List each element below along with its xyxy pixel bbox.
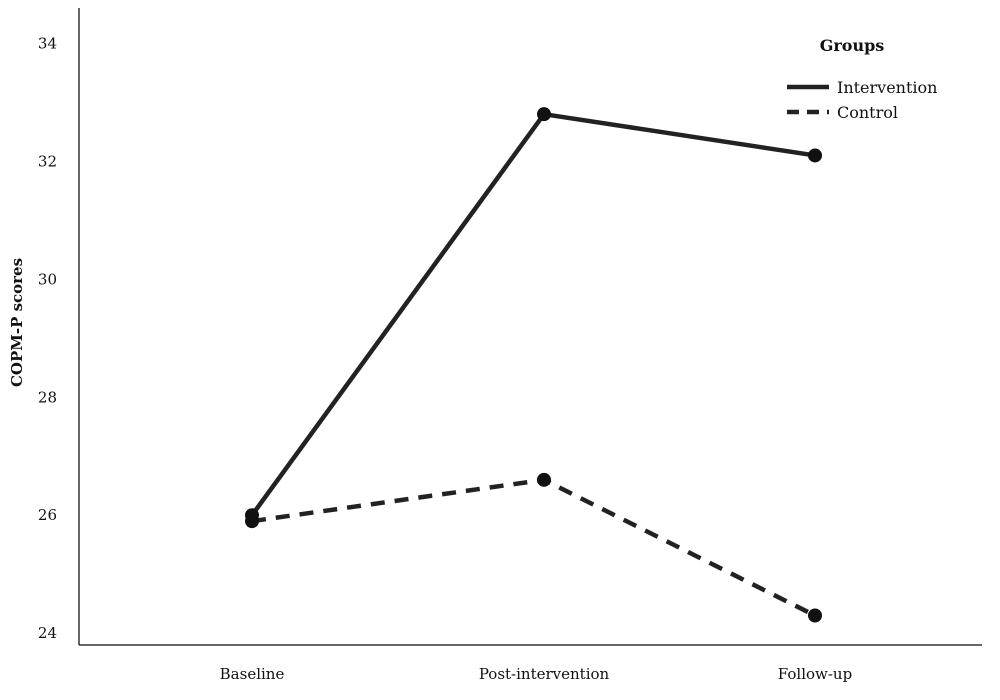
y-tick-label: 26 — [38, 506, 57, 524]
y-tick-label: 24 — [38, 624, 57, 642]
legend-label-control: Control — [837, 103, 898, 122]
legend-title: Groups — [820, 36, 885, 55]
data-point-intervention — [537, 107, 551, 122]
y-tick-label: 30 — [38, 270, 57, 288]
y-tick-label: 34 — [38, 34, 57, 52]
y-tick-label: 28 — [38, 388, 57, 406]
x-tick-label: Follow-up — [778, 665, 852, 683]
legend-label-intervention: Intervention — [837, 78, 937, 97]
x-tick-label: Baseline — [220, 665, 285, 683]
data-point-control — [537, 472, 551, 487]
data-point-control — [808, 608, 822, 623]
series-line-intervention — [250, 111, 816, 517]
y-tick-label: 32 — [38, 152, 57, 170]
series-layer — [245, 107, 822, 623]
series-line-control — [251, 477, 817, 618]
x-tick-label: Post-intervention — [479, 665, 610, 683]
y-axis-title: COPM-P scores — [8, 258, 26, 387]
data-point-control — [245, 514, 259, 529]
legend: Groups Intervention Control — [787, 36, 937, 122]
data-point-intervention — [808, 148, 822, 163]
axes: 24 26 28 30 32 34 Baseline Post-intervention Fol… — [8, 8, 982, 683]
